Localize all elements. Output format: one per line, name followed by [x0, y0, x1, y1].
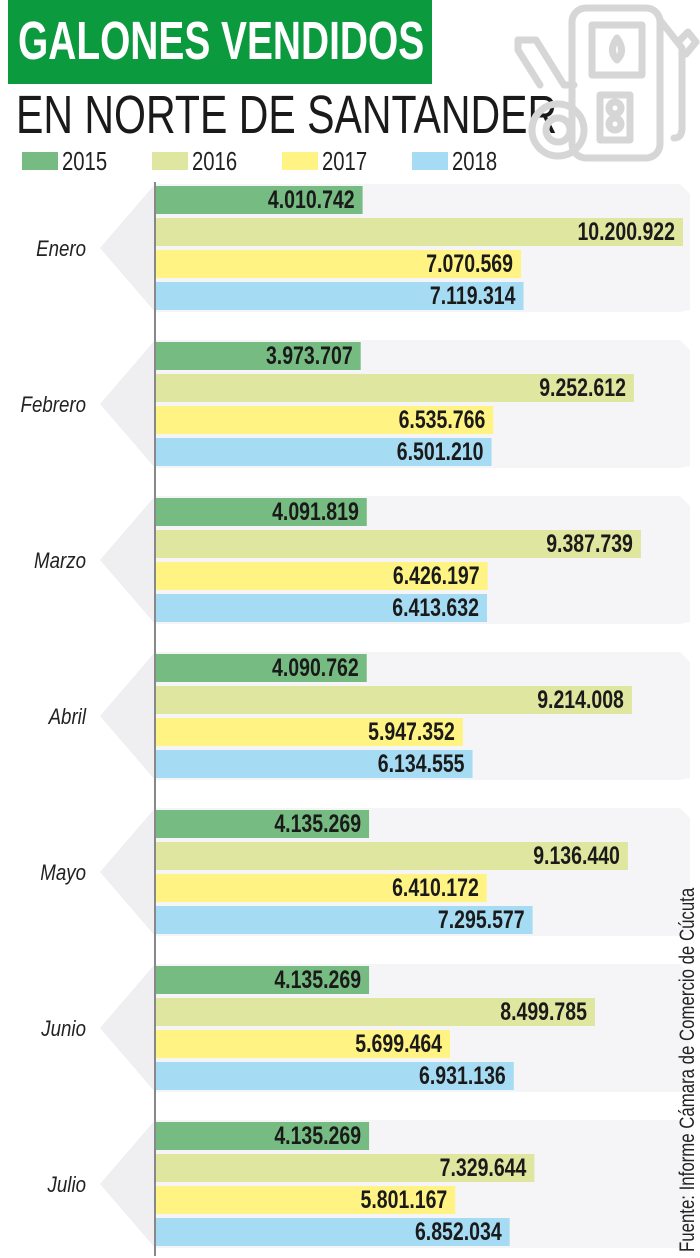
data-label: 4.135.269: [274, 1122, 361, 1150]
bar-2017: [155, 250, 521, 278]
data-label: 7.119.314: [430, 282, 516, 310]
legend-label: 2017: [322, 146, 368, 176]
bar-2018: [155, 438, 492, 466]
legend-swatch: [282, 152, 318, 170]
group-background: [155, 496, 690, 624]
chart-title: GALONES VENDIDOS: [18, 11, 425, 71]
legend-label: 2018: [452, 146, 498, 176]
data-label: 4.135.269: [274, 966, 361, 994]
bar-2017: [155, 874, 487, 902]
bar-2015: [155, 498, 367, 526]
bar-2015: [155, 186, 363, 214]
bar-2016: [155, 374, 634, 402]
bar-2015: [155, 966, 370, 994]
data-label: 6.413.632: [392, 594, 479, 622]
data-label: 6.931.136: [419, 1062, 506, 1090]
data-label: 6.852.034: [415, 1218, 502, 1246]
category-label: Enero: [36, 238, 86, 262]
bar-2016: [155, 530, 641, 558]
category-label: Mayo: [40, 862, 86, 886]
bar-2018: [155, 594, 487, 622]
data-label: 6.134.555: [378, 750, 465, 778]
data-label: 5.801.167: [361, 1186, 448, 1214]
data-label: 4.010.742: [268, 186, 355, 214]
bar-2016: [155, 686, 632, 714]
data-label: 7.329.644: [440, 1154, 527, 1182]
legend-swatch: [412, 152, 448, 170]
data-label: 9.136.440: [533, 842, 620, 870]
data-label: 6.501.210: [397, 438, 484, 466]
category-arrow: [100, 652, 155, 780]
category-arrow: [100, 1120, 155, 1248]
data-label: 6.535.766: [399, 406, 486, 434]
category-arrow: [100, 808, 155, 936]
category-arrow: [100, 340, 155, 468]
data-label: 9.214.008: [537, 686, 624, 714]
bar-2017: [155, 1030, 451, 1058]
bar-2016: [155, 998, 595, 1026]
bar-2016: [155, 1154, 535, 1182]
data-label: 7.070.569: [426, 250, 513, 278]
group-background: [155, 340, 690, 468]
bar-2015: [155, 810, 370, 838]
bar-2015: [155, 1122, 370, 1150]
group-background: [155, 184, 690, 312]
chart-subtitle: EN NORTE DE SANTANDER: [16, 85, 558, 145]
bar-2017: [155, 406, 494, 434]
data-label: 4.091.819: [272, 498, 359, 526]
data-label: 5.699.464: [355, 1030, 442, 1058]
category-label: Marzo: [34, 550, 86, 574]
data-label: 4.135.269: [274, 810, 361, 838]
data-label: 5.947.352: [368, 718, 455, 746]
bar-2017: [155, 718, 463, 746]
bar-2015: [155, 654, 367, 682]
category-arrow: [100, 184, 155, 312]
data-label: 9.387.739: [546, 530, 633, 558]
category-label: Abril: [48, 706, 87, 730]
legend-label: 2016: [192, 146, 238, 176]
gas-pump-icon: [514, 4, 700, 162]
category-label: Julio: [47, 1174, 86, 1198]
category-label: Junio: [40, 1018, 86, 1042]
legend-swatch: [152, 152, 188, 170]
group-background: [155, 1120, 690, 1248]
source-note: Fuente: Informe Cámara de Comercio de Cú…: [676, 887, 699, 1252]
bar-2018: [155, 1218, 510, 1246]
category-arrow: [100, 964, 155, 1092]
title-banner: [8, 0, 432, 84]
group-background: [155, 808, 690, 936]
bar-2017: [155, 1186, 456, 1214]
bar-2016: [155, 218, 683, 246]
data-label: 10.200.922: [577, 218, 675, 246]
category-label: Febrero: [21, 394, 86, 418]
legend-swatch: [22, 152, 58, 170]
data-label: 8.499.785: [500, 998, 587, 1026]
legend-label: 2015: [62, 146, 108, 176]
data-label: 7.295.577: [438, 906, 525, 934]
bar-2016: [155, 842, 628, 870]
bar-2018: [155, 906, 533, 934]
group-background: [155, 652, 690, 780]
bar-2018: [155, 1062, 514, 1090]
bar-2017: [155, 562, 488, 590]
bar-2018: [155, 282, 524, 310]
data-label: 6.410.172: [392, 874, 479, 902]
group-background: [155, 964, 690, 1092]
bar-2018: [155, 750, 473, 778]
data-label: 4.090.762: [272, 654, 359, 682]
data-label: 3.973.707: [266, 342, 353, 370]
bar-2015: [155, 342, 361, 370]
data-label: 6.426.197: [393, 562, 480, 590]
data-label: 9.252.612: [539, 374, 626, 402]
category-arrow: [100, 496, 155, 624]
